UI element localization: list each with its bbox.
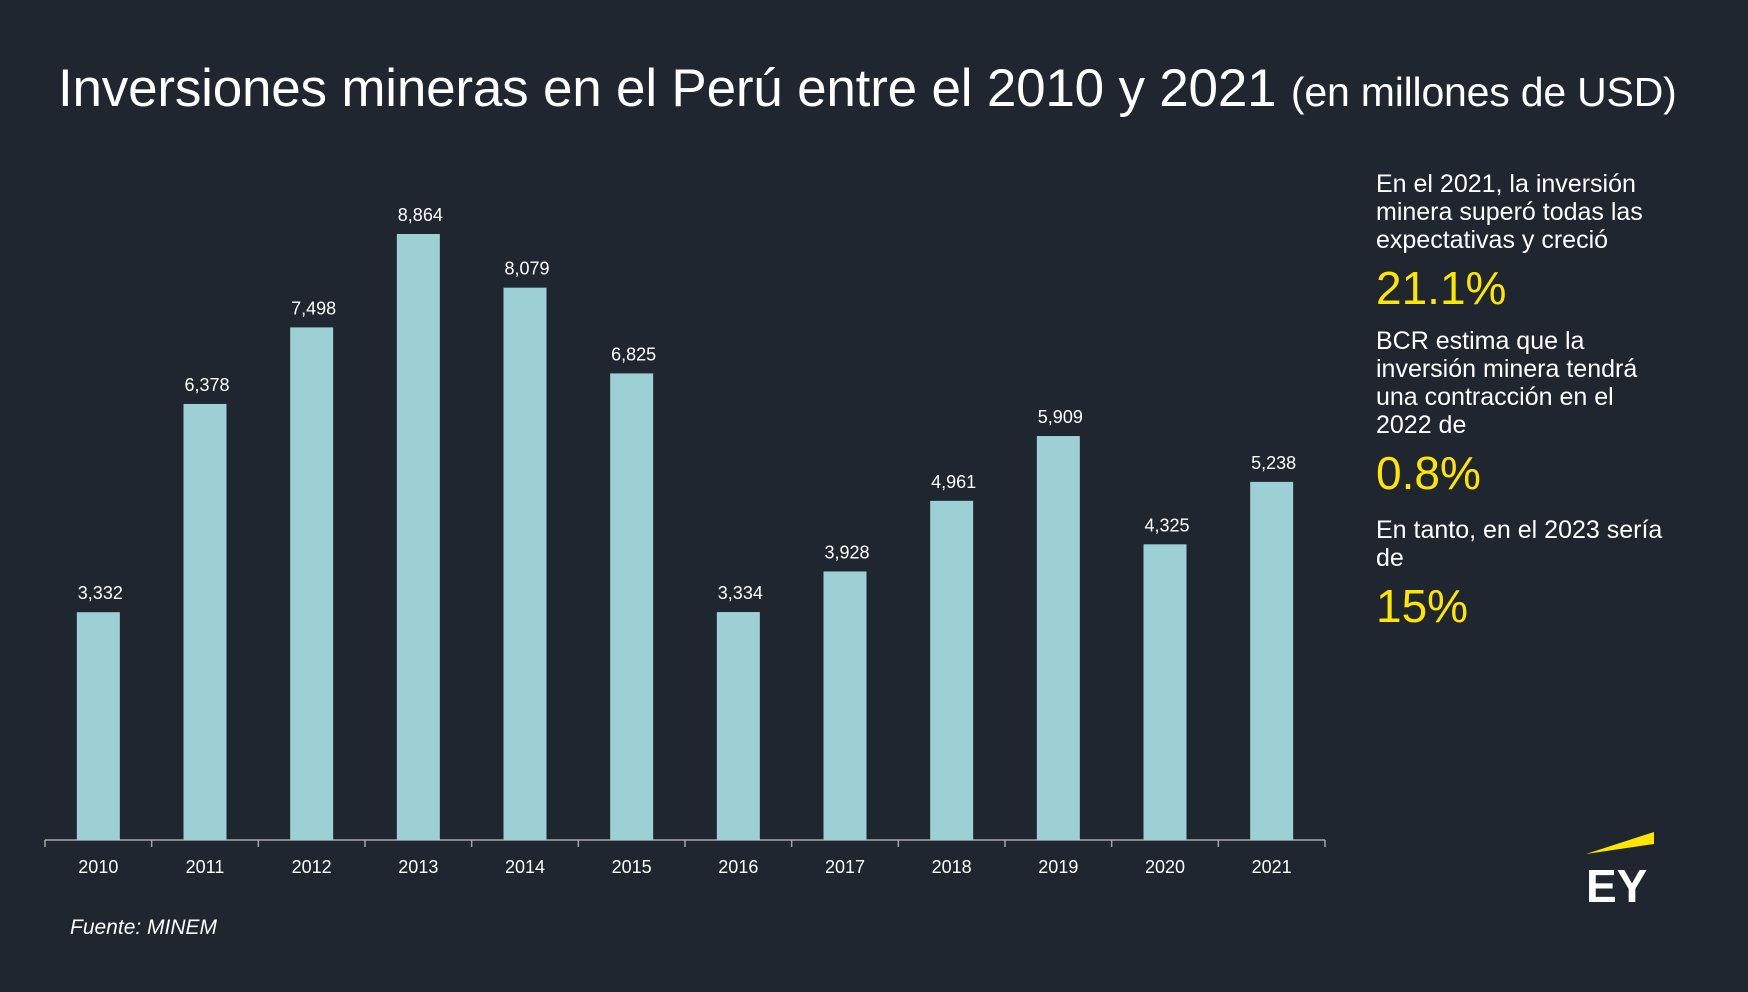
tick-label-2013: 2013 xyxy=(398,857,438,877)
insight-2021-text: En el 2021, la inversión minera superó t… xyxy=(1376,170,1643,254)
tick-label-2019: 2019 xyxy=(1038,857,1078,877)
insight-2022-text: BCR estima que la inversión minera tendr… xyxy=(1376,327,1638,439)
bar-2016 xyxy=(716,612,760,840)
data-label-2010: 3,332 xyxy=(78,583,123,603)
page-title: Inversiones mineras en el Perú entre el … xyxy=(58,58,1677,119)
data-label-2016: 3,334 xyxy=(718,583,763,603)
ey-logo: EY xyxy=(1586,832,1654,904)
data-label-2011: 6,378 xyxy=(184,375,229,395)
tick-label-2011: 2011 xyxy=(186,857,225,877)
tick-label-2016: 2016 xyxy=(718,857,758,877)
data-label-2014: 8,079 xyxy=(504,259,549,279)
insight-2023: En tanto, en el 2023 sería de 15% xyxy=(1376,516,1676,632)
data-label-2019: 5,909 xyxy=(1038,407,1083,427)
tick-label-2012: 2012 xyxy=(292,857,332,877)
data-label-2021: 5,238 xyxy=(1251,453,1296,473)
tick-label-2021: 2021 xyxy=(1252,857,1292,877)
data-label-2012: 7,498 xyxy=(291,298,336,318)
title-unit: (en millones de USD) xyxy=(1290,69,1677,115)
data-label-2018: 4,961 xyxy=(931,472,976,492)
bar-2015 xyxy=(610,373,654,840)
data-label-2013: 8,864 xyxy=(398,205,443,225)
tick-label-2017: 2017 xyxy=(825,857,865,877)
insight-2022: BCR estima que la inversión minera tendr… xyxy=(1376,327,1676,499)
insight-2023-value: 15% xyxy=(1376,580,1469,632)
bar-2017 xyxy=(823,571,867,840)
bar-2010 xyxy=(76,612,120,840)
data-label-2015: 6,825 xyxy=(611,344,656,364)
insight-2022-value: 0.8% xyxy=(1376,447,1481,499)
bar-2013 xyxy=(396,234,440,840)
tick-label-2020: 2020 xyxy=(1145,857,1185,877)
bar-2011 xyxy=(183,403,227,840)
title-main: Inversiones mineras en el Perú entre el … xyxy=(58,59,1277,118)
tick-label-2015: 2015 xyxy=(612,857,652,877)
tick-label-2018: 2018 xyxy=(932,857,972,877)
bar-2018 xyxy=(930,500,974,840)
ey-logo-text: EY xyxy=(1586,860,1647,904)
bar-2020 xyxy=(1143,544,1187,840)
data-label-2017: 3,928 xyxy=(824,542,869,562)
bar-chart: 3,332 2010 6,378 2011 7,498 2012 8,864 2013 8,07… xyxy=(44,205,1326,877)
source-note: Fuente: MINEM xyxy=(70,916,218,939)
bar-2021 xyxy=(1250,481,1294,840)
tick-label-2014: 2014 xyxy=(505,857,545,877)
insight-2021-value: 21.1% xyxy=(1376,262,1507,314)
bar-2012 xyxy=(290,327,334,840)
tick-label-2010: 2010 xyxy=(78,857,118,877)
bar-2019 xyxy=(1036,436,1080,840)
ey-logo-beam xyxy=(1586,832,1654,854)
bar-2014 xyxy=(503,287,547,841)
insight-2023-text: En tanto, en el 2023 sería de xyxy=(1376,516,1663,572)
data-label-2020: 4,325 xyxy=(1144,515,1189,535)
insight-2021: En el 2021, la inversión minera superó t… xyxy=(1376,170,1676,314)
